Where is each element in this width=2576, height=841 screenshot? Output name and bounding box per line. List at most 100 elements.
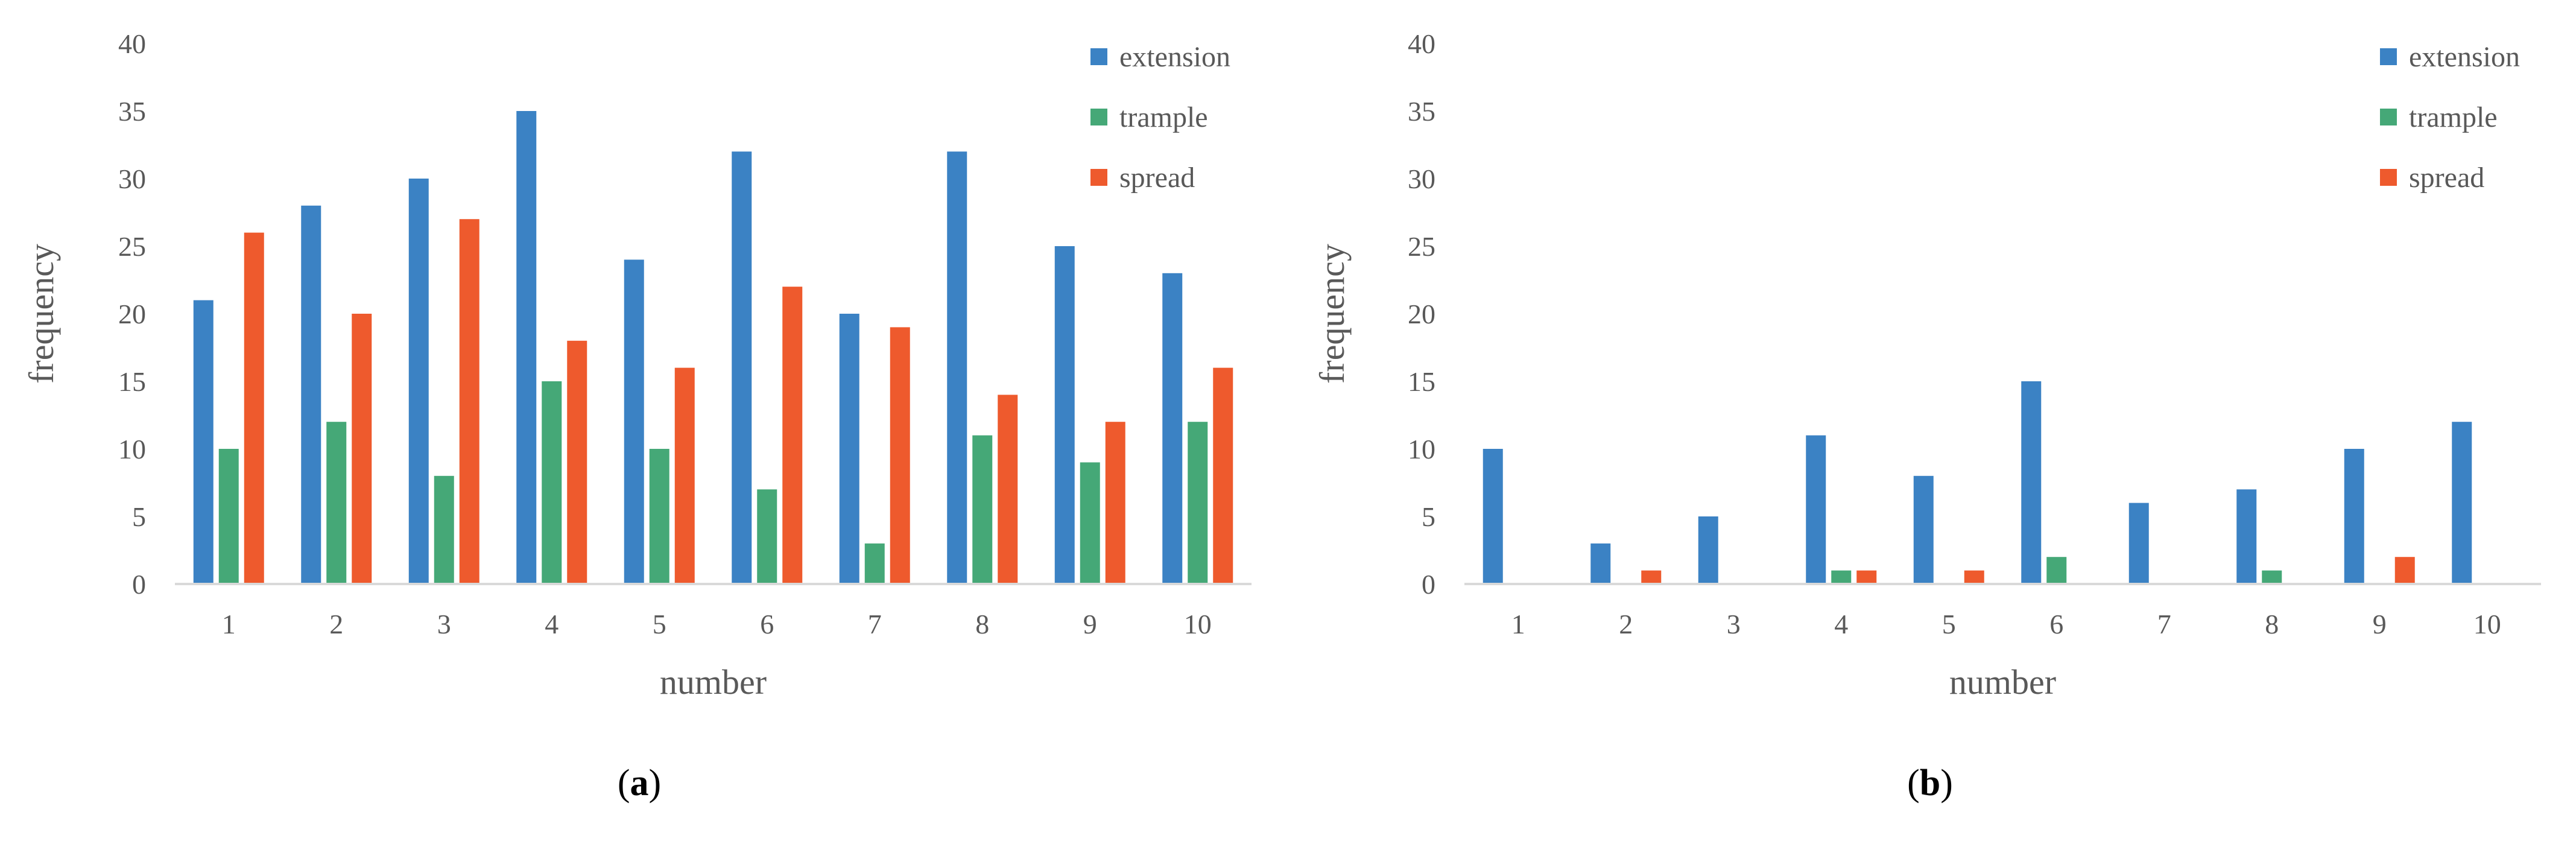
bar-trample-9 [1080, 462, 1100, 584]
bar-trample-4 [542, 381, 562, 584]
y-tick-label: 5 [132, 501, 146, 532]
bar-extension-3 [408, 179, 429, 584]
bar-extension-4 [1806, 435, 1826, 584]
legend-label-extension: extension [1119, 41, 1230, 73]
bar-trample-7 [864, 543, 885, 584]
caption-paren-open: ( [618, 763, 630, 804]
y-tick-label: 15 [1408, 366, 1435, 397]
bar-extension-3 [1698, 516, 1718, 584]
x-tick-label: 9 [2373, 609, 2387, 639]
bar-extension-4 [516, 111, 537, 584]
bar-extension-8 [947, 151, 967, 584]
bar-extension-2 [301, 205, 321, 584]
bar-extension-8 [2236, 489, 2257, 584]
x-tick-label: 10 [2473, 609, 2501, 639]
y-tick-label: 15 [118, 366, 146, 397]
bar-trample-6 [757, 489, 777, 584]
chart-panel-b: 0 5 10 15 20 25 30 35 40 frequency 1 2 3 4 5 6 7 8 9 10 numb… [1312, 28, 2541, 804]
bar-spread-3 [459, 219, 479, 584]
legend: extension trample spread [2380, 41, 2520, 194]
legend-swatch-trample [1090, 109, 1107, 125]
y-tick-label: 10 [1408, 434, 1435, 465]
chart-panel-a: 0 5 10 15 20 25 30 35 40 frequency 1 2 3 4 5 6 7 8 9 10 numb… [22, 28, 1252, 804]
y-tick-label: 30 [1408, 163, 1435, 194]
y-tick-label: 20 [1408, 299, 1435, 329]
bar-extension-5 [624, 259, 644, 584]
x-tick-label: 1 [1511, 609, 1525, 639]
x-tick-label: 7 [868, 609, 882, 639]
x-tick-label: 7 [2157, 609, 2171, 639]
bar-spread-8 [998, 395, 1018, 584]
bar-trample-8 [2262, 570, 2282, 584]
x-tick-label: 2 [1619, 609, 1633, 639]
bar-spread-9 [2394, 557, 2415, 584]
y-tick-label: 25 [118, 231, 146, 262]
y-tick-label: 40 [118, 28, 146, 59]
caption-paren-close: ) [649, 763, 662, 804]
bar-extension-7 [839, 314, 859, 584]
legend-label-trample: trample [1119, 101, 1208, 133]
y-tick-label: 35 [1408, 96, 1435, 127]
legend-label-spread: spread [1119, 162, 1195, 194]
bar-spread-2 [352, 314, 372, 584]
bar-trample-1 [218, 449, 239, 584]
x-tick-label: 9 [1083, 609, 1097, 639]
bar-extension-6 [2021, 381, 2042, 584]
x-tick-label: 3 [437, 609, 451, 639]
bar-extension-7 [2128, 503, 2149, 584]
bar-spread-6 [782, 287, 803, 584]
legend-label-spread: spread [2409, 162, 2484, 194]
legend-swatch-extension [1090, 48, 1107, 65]
legend-swatch-extension [2380, 48, 2397, 65]
x-axis-label: number [1949, 662, 2056, 702]
x-tick-label: 4 [545, 609, 559, 639]
legend-label-extension: extension [2409, 41, 2520, 73]
x-tick-label: 2 [329, 609, 343, 639]
x-tick-label: 8 [975, 609, 989, 639]
x-tick-label: 5 [1942, 609, 1956, 639]
bar-extension-6 [732, 151, 752, 584]
panel-caption: (b) [1907, 763, 1953, 804]
y-axis-label: frequency [1312, 244, 1352, 384]
bar-extension-10 [2452, 422, 2472, 584]
x-tick-label: 5 [653, 609, 666, 639]
bar-spread-10 [1213, 367, 1233, 584]
legend: extension trample spread [1090, 41, 1230, 194]
x-axis-label: number [660, 662, 767, 702]
x-tick-label: 8 [2265, 609, 2279, 639]
bar-trample-8 [972, 435, 993, 584]
bar-spread-7 [890, 327, 910, 584]
x-tick-label: 10 [1184, 609, 1212, 639]
bar-trample-3 [434, 475, 454, 584]
bar-trample-2 [326, 422, 347, 584]
bar-spread-9 [1105, 422, 1125, 584]
bar-spread-4 [567, 340, 587, 584]
bar-spread-4 [1856, 570, 1877, 584]
legend-swatch-spread [2380, 169, 2397, 186]
y-tick-label: 25 [1408, 231, 1435, 262]
bar-extension-1 [1483, 449, 1503, 584]
y-tick-label: 40 [1408, 28, 1435, 59]
x-tick-label: 3 [1727, 609, 1741, 639]
x-tick-label: 4 [1834, 609, 1848, 639]
y-tick-label: 10 [118, 434, 146, 465]
x-tick-label: 6 [760, 609, 774, 639]
bar-extension-2 [1590, 543, 1611, 584]
bar-spread-5 [674, 367, 695, 584]
bar-extension-5 [1913, 475, 1934, 584]
legend-swatch-spread [1090, 169, 1107, 186]
caption-paren-open: ( [1907, 763, 1920, 804]
bar-spread-1 [244, 232, 264, 585]
caption-letter: a [630, 763, 649, 804]
x-tick-label: 6 [2049, 609, 2063, 639]
y-tick-label: 20 [118, 299, 146, 329]
y-axis-label: frequency [22, 244, 61, 384]
x-tick-label: 1 [222, 609, 236, 639]
bar-extension-9 [1054, 246, 1075, 584]
legend-swatch-trample [2380, 109, 2397, 125]
bar-trample-4 [1831, 570, 1852, 584]
caption-letter: b [1920, 763, 1940, 804]
bar-trample-5 [649, 449, 669, 584]
